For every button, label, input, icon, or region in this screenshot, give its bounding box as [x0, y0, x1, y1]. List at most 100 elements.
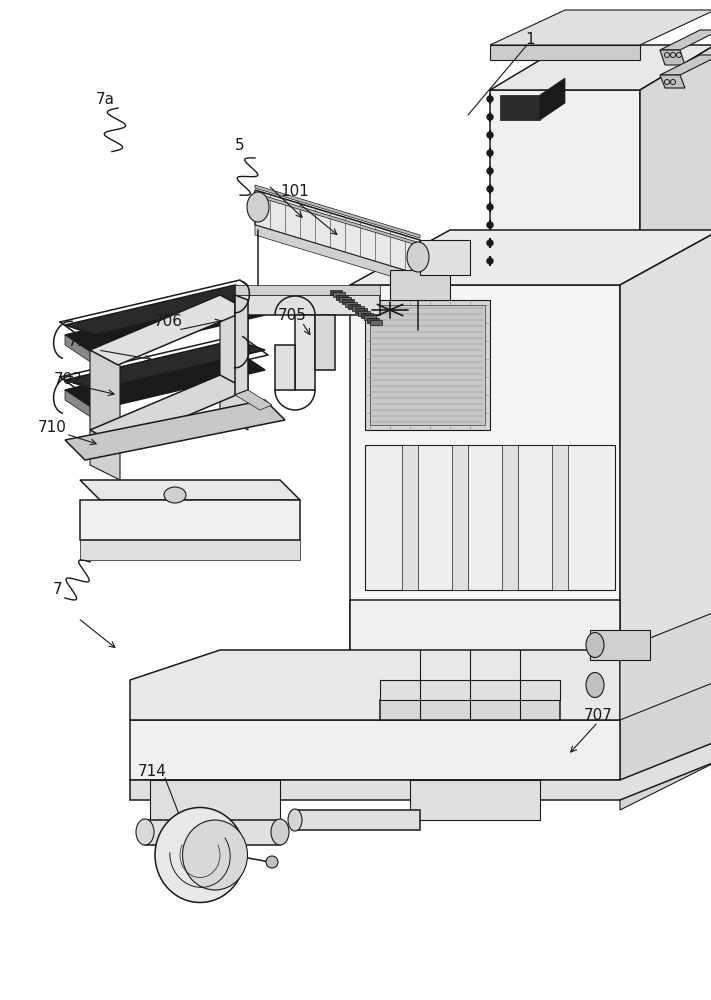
- Text: 705: 705: [277, 308, 306, 322]
- Ellipse shape: [288, 809, 302, 831]
- Polygon shape: [220, 295, 248, 430]
- Circle shape: [487, 204, 493, 210]
- Polygon shape: [130, 720, 620, 780]
- Polygon shape: [452, 445, 468, 590]
- Ellipse shape: [247, 192, 269, 222]
- Ellipse shape: [136, 819, 154, 845]
- Polygon shape: [336, 295, 348, 300]
- Polygon shape: [350, 230, 711, 285]
- Polygon shape: [130, 650, 620, 720]
- Polygon shape: [339, 297, 351, 302]
- Polygon shape: [330, 290, 342, 295]
- Circle shape: [487, 96, 493, 102]
- Polygon shape: [65, 335, 95, 365]
- Ellipse shape: [271, 819, 289, 845]
- Circle shape: [487, 240, 493, 246]
- Polygon shape: [351, 306, 363, 311]
- Text: 7: 7: [53, 582, 63, 597]
- Polygon shape: [500, 95, 540, 120]
- Circle shape: [266, 856, 278, 868]
- Ellipse shape: [586, 633, 604, 658]
- Polygon shape: [65, 340, 265, 390]
- Polygon shape: [420, 240, 470, 275]
- Text: 7a: 7a: [95, 93, 114, 107]
- Polygon shape: [367, 318, 379, 323]
- Polygon shape: [65, 400, 285, 460]
- Text: 1: 1: [525, 32, 535, 47]
- Polygon shape: [130, 740, 711, 800]
- Polygon shape: [342, 299, 354, 304]
- Polygon shape: [350, 600, 620, 720]
- Polygon shape: [348, 304, 360, 309]
- Circle shape: [487, 222, 493, 228]
- Polygon shape: [390, 270, 450, 300]
- Polygon shape: [490, 90, 640, 280]
- Polygon shape: [660, 30, 711, 50]
- Polygon shape: [620, 610, 711, 720]
- Polygon shape: [490, 45, 711, 90]
- Polygon shape: [355, 308, 367, 313]
- Polygon shape: [295, 315, 315, 390]
- Polygon shape: [350, 285, 620, 720]
- Polygon shape: [490, 45, 640, 60]
- Polygon shape: [365, 300, 490, 430]
- Polygon shape: [364, 315, 376, 320]
- Circle shape: [487, 150, 493, 156]
- Polygon shape: [380, 700, 560, 720]
- Polygon shape: [65, 295, 265, 355]
- Polygon shape: [275, 345, 295, 390]
- Polygon shape: [235, 390, 272, 410]
- Polygon shape: [65, 390, 95, 420]
- Text: 706: 706: [154, 314, 183, 330]
- Polygon shape: [80, 500, 300, 540]
- Ellipse shape: [155, 808, 245, 902]
- Text: 710: 710: [38, 420, 66, 434]
- Circle shape: [487, 114, 493, 120]
- Polygon shape: [660, 50, 685, 65]
- Text: 713: 713: [68, 334, 97, 350]
- Polygon shape: [333, 292, 345, 297]
- Polygon shape: [235, 285, 380, 295]
- Polygon shape: [150, 780, 280, 820]
- Text: 702: 702: [53, 372, 82, 387]
- Polygon shape: [640, 45, 711, 280]
- Polygon shape: [410, 780, 540, 820]
- Ellipse shape: [586, 672, 604, 698]
- Circle shape: [487, 132, 493, 138]
- Polygon shape: [295, 810, 420, 830]
- Polygon shape: [255, 185, 420, 238]
- Polygon shape: [255, 225, 420, 285]
- Ellipse shape: [164, 487, 186, 503]
- Polygon shape: [540, 78, 565, 120]
- Text: 707: 707: [584, 708, 612, 722]
- Polygon shape: [90, 295, 248, 365]
- Polygon shape: [620, 660, 711, 810]
- Polygon shape: [90, 350, 120, 480]
- Polygon shape: [552, 445, 568, 590]
- Polygon shape: [80, 540, 300, 560]
- Text: 101: 101: [281, 184, 309, 200]
- Polygon shape: [235, 295, 380, 315]
- Polygon shape: [346, 302, 358, 307]
- Text: 714: 714: [137, 764, 166, 780]
- Circle shape: [487, 186, 493, 192]
- Polygon shape: [255, 190, 420, 275]
- Polygon shape: [370, 320, 382, 325]
- Circle shape: [487, 168, 493, 174]
- Polygon shape: [660, 55, 711, 75]
- Polygon shape: [90, 375, 248, 445]
- Polygon shape: [490, 10, 711, 45]
- Polygon shape: [235, 295, 248, 395]
- Circle shape: [487, 258, 493, 264]
- Polygon shape: [380, 680, 560, 700]
- Polygon shape: [80, 480, 300, 500]
- Polygon shape: [145, 820, 280, 845]
- Polygon shape: [65, 285, 265, 335]
- Polygon shape: [620, 230, 711, 720]
- Polygon shape: [370, 305, 485, 425]
- Polygon shape: [360, 313, 373, 318]
- Polygon shape: [65, 350, 265, 410]
- Polygon shape: [255, 193, 420, 246]
- Polygon shape: [590, 630, 650, 660]
- Polygon shape: [358, 311, 370, 316]
